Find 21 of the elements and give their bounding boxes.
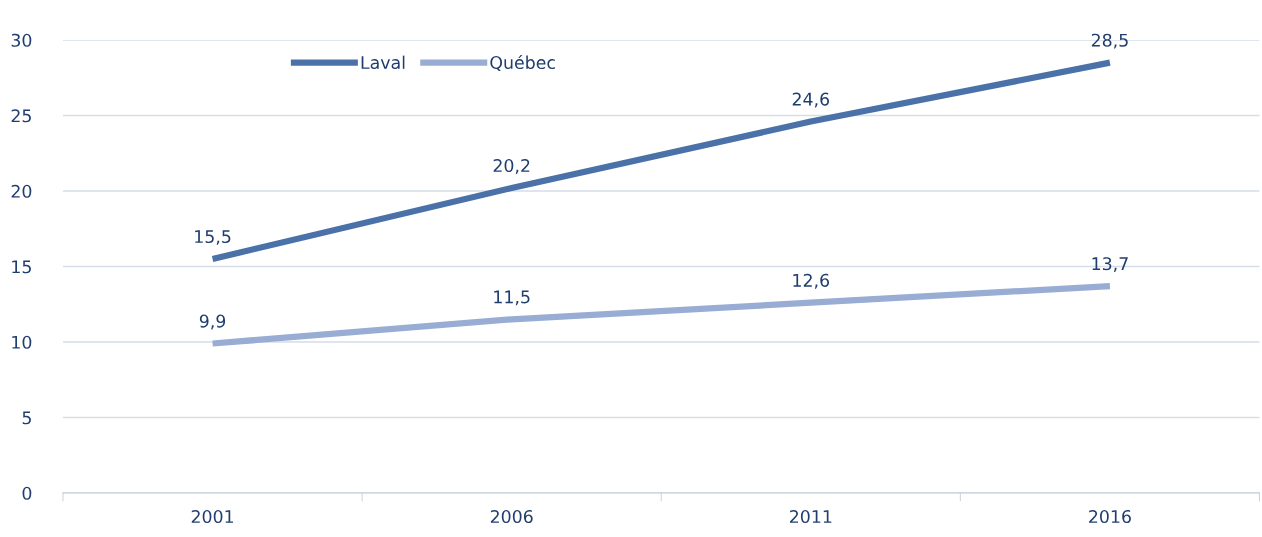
data-label: 24,6: [792, 92, 830, 108]
data-label: 28,5: [1091, 33, 1128, 49]
y-tick-label: 25: [11, 109, 31, 123]
y-tick-label: 0: [22, 486, 32, 500]
legend-label: Laval: [361, 55, 405, 70]
y-tick-label: 5: [22, 411, 31, 425]
x-tick-label: 2006: [490, 509, 533, 524]
data-label: 11,5: [494, 290, 530, 306]
y-tick-label: 20: [11, 184, 32, 198]
data-label: 20,2: [493, 158, 530, 174]
y-tick-label: 15: [12, 260, 31, 274]
x-tick-label: 2011: [789, 509, 832, 524]
y-tick-label: 10: [12, 335, 32, 349]
x-tick-label: 2016: [1089, 509, 1131, 524]
y-tick-label: 30: [11, 33, 32, 47]
data-label: 15,5: [195, 230, 231, 245]
x-tick-label: 2001: [191, 509, 234, 524]
legend-label: Québec: [490, 54, 555, 72]
data-label: 12,6: [793, 273, 830, 289]
data-label: 9,9: [199, 314, 226, 330]
data-label: 13,7: [1092, 257, 1128, 273]
